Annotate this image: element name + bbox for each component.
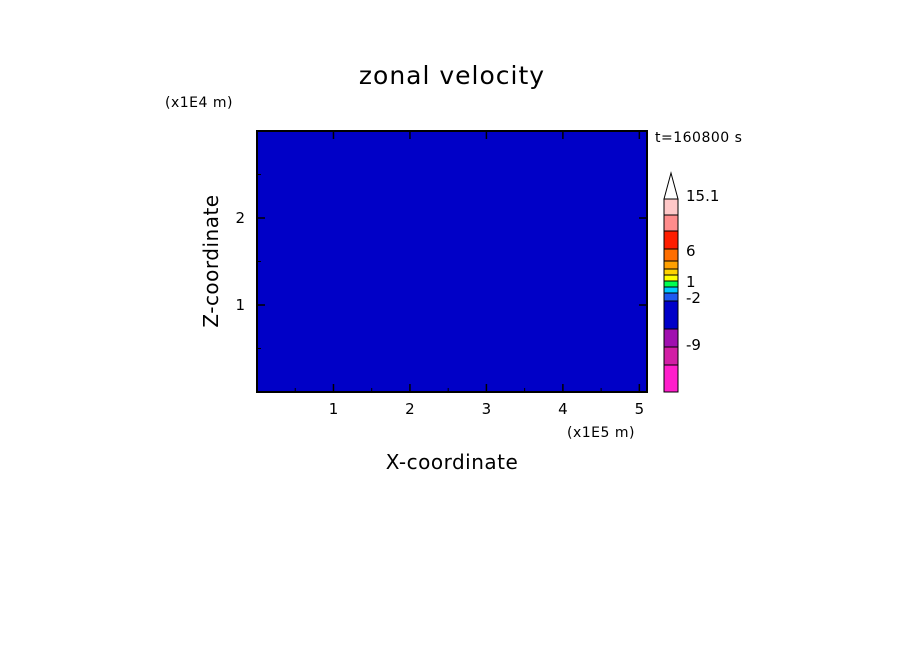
x-tick-label: 5 [635, 400, 645, 418]
colorbar-segment [663, 214, 679, 232]
colorbar-label: -9 [686, 336, 701, 354]
y-tick-label: 2 [235, 209, 245, 227]
colorbar-segment [663, 248, 679, 262]
colorbar-label: 6 [686, 242, 696, 260]
colorbar-segment [663, 280, 679, 288]
colorbar-label: 1 [686, 273, 696, 291]
x-axis-ticks: 1 2 3 4 5 [294, 131, 645, 418]
colorbar-segment [663, 328, 679, 348]
colorbar-segment [663, 268, 679, 276]
y-axis-ticks: 12 [235, 174, 647, 349]
colorbar-segment [663, 346, 679, 366]
colorbar-segment [663, 300, 679, 330]
colorbar-segment [663, 286, 679, 294]
x-tick-label: 1 [329, 400, 339, 418]
colorbar-label: 15.1 [686, 187, 719, 205]
y-axis-label: Z-coordinate [199, 194, 223, 327]
x-axis-label: X-coordinate [386, 450, 519, 474]
colorbar-segment [663, 230, 679, 250]
x-axis-unit: (x1E5 m) [567, 425, 635, 441]
colorbar-label: -2 [686, 289, 701, 307]
colorbar-extend-arrow [663, 171, 679, 200]
colorbar-segment [663, 292, 679, 302]
chart-title: zonal velocity [359, 61, 545, 90]
y-tick-label: 1 [235, 296, 245, 314]
colorbar-segment [663, 274, 679, 282]
contour-field [257, 131, 647, 392]
colorbar-segment [663, 364, 679, 393]
colorbar-labels: 15.1 6 1-2 -9 [686, 187, 719, 354]
x-tick-label: 2 [405, 400, 415, 418]
x-tick-label: 4 [558, 400, 568, 418]
colorbar [663, 171, 679, 393]
y-axis-unit: (x1E4 m) [165, 95, 233, 111]
time-label: t=160800 s [655, 130, 742, 146]
x-tick-label: 3 [482, 400, 492, 418]
colorbar-segment [663, 260, 679, 270]
colorbar-segment [663, 198, 679, 216]
